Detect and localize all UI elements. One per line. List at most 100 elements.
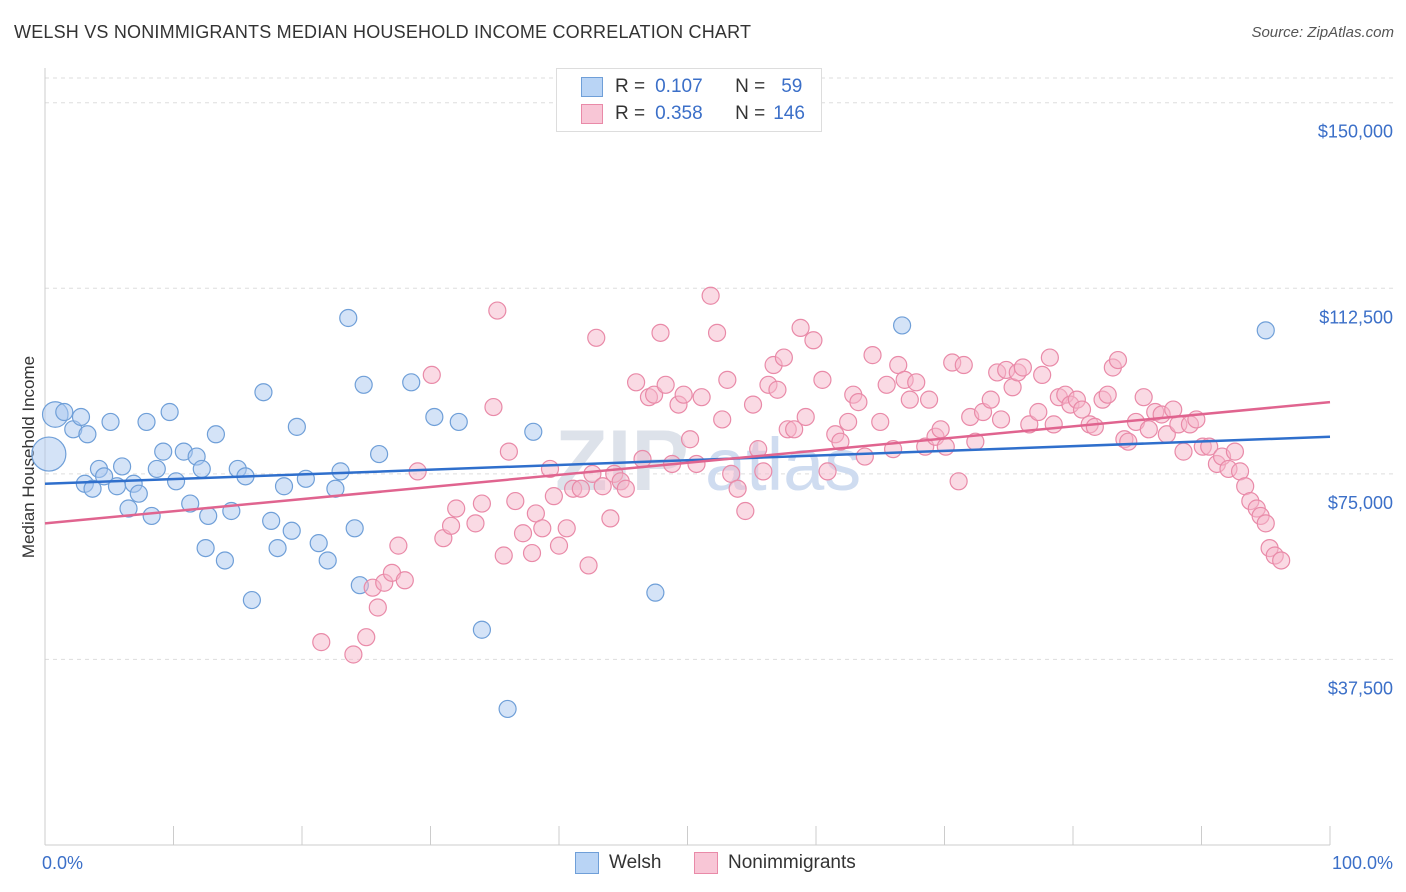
point-welsh [101,412,120,432]
data-points [31,286,1291,719]
point-nonimmigrants [728,479,747,498]
point-nonimmigrants [484,397,503,417]
point-nonimmigrants [549,536,569,555]
point-welsh [206,425,226,444]
point-welsh [274,477,294,496]
point-welsh [215,551,234,570]
point-welsh [147,459,166,479]
point-nonimmigrants [701,286,720,305]
welsh-swatch [581,77,603,97]
point-nonimmigrants [422,365,441,385]
n-label: N = [735,103,766,124]
point-welsh [354,375,373,394]
point-nonimmigrants [357,628,376,647]
point-nonimmigrants [687,454,706,474]
chart-title: WELSH VS NONIMMIGRANTS MEDIAN HOUSEHOLD … [14,22,752,42]
point-nonimmigrants [544,487,563,506]
point-nonimmigrants [774,348,793,367]
point-nonimmigrants [312,633,331,652]
point-nonimmigrants [1139,420,1158,439]
point-nonimmigrants [839,412,858,432]
stats-legend: R = 0.107 N = 59 R = 0.358 N = 146 [556,68,822,132]
point-welsh [425,407,444,427]
legend-label-welsh: Welsh [609,852,662,873]
nonimmigrants-swatch [694,852,718,874]
point-welsh [142,506,161,526]
point-nonimmigrants [743,395,763,414]
point-nonimmigrants [472,494,491,513]
point-nonimmigrants [513,524,533,543]
point-nonimmigrants [855,447,874,466]
point-nonimmigrants [919,390,939,409]
point-nonimmigrants [651,323,670,342]
point-welsh [129,484,148,503]
point-welsh [498,699,517,719]
point-nonimmigrants [368,598,387,617]
point-nonimmigrants [707,323,727,342]
point-welsh [318,551,337,570]
point-nonimmigrants [1013,358,1032,377]
point-welsh [331,462,350,481]
x-tick-label-max: 100.0% [1332,853,1393,873]
point-nonimmigrants [981,390,1000,409]
point-nonimmigrants [791,318,810,337]
point-nonimmigrants [674,385,693,404]
point-nonimmigrants [1033,365,1052,385]
y-tick-label: $112,500 [1319,307,1393,327]
point-welsh [71,407,91,427]
point-nonimmigrants [713,410,732,429]
point-nonimmigrants [344,645,363,664]
point-nonimmigrants [931,420,950,439]
point-nonimmigrants [522,543,542,563]
point-nonimmigrants [849,393,868,412]
point-welsh [282,521,301,540]
point-welsh [119,499,138,518]
point-nonimmigrants [692,388,711,407]
point-nonimmigrants [991,410,1011,429]
point-nonimmigrants [494,546,513,565]
legend-item-nonimmigrants: Nonimmigrants [694,852,856,874]
point-nonimmigrants [395,571,414,590]
point-welsh [472,620,491,639]
point-welsh [196,538,215,558]
trend-line-welsh [44,435,1331,486]
welsh-swatch [575,852,599,874]
point-nonimmigrants [1072,400,1092,419]
point-nonimmigrants [736,501,755,521]
point-nonimmigrants [583,464,602,483]
point-nonimmigrants [441,516,461,535]
point-welsh [309,534,328,553]
point-nonimmigrants [813,370,832,389]
point-nonimmigrants [754,462,773,481]
point-nonimmigrants [601,509,620,528]
point-welsh [199,506,218,526]
point-welsh [326,479,345,498]
legend-row-welsh: R = 0.107 N = 59 [581,75,802,99]
point-nonimmigrants [506,491,525,511]
point-welsh [262,511,281,530]
y-tick-label: $150,000 [1318,122,1393,142]
point-nonimmigrants [1225,442,1245,461]
point-nonimmigrants [571,479,590,498]
r-label: R = [615,103,646,124]
point-welsh [892,316,912,335]
point-welsh [137,412,156,432]
point-nonimmigrants [1134,388,1153,407]
point-nonimmigrants [831,432,850,451]
point-nonimmigrants [954,355,973,375]
tick-labels: $37,500 $75,000 $112,500 $150,000 0.0% 100.0% [42,122,1393,873]
point-welsh [166,472,186,491]
point-nonimmigrants [1256,514,1275,533]
point-nonimmigrants [1174,442,1193,461]
r-value: 0.107 [655,76,703,97]
point-nonimmigrants [785,420,804,439]
point-nonimmigrants [579,556,598,575]
point-nonimmigrants [1119,432,1138,451]
legend-item-welsh: Welsh [575,852,661,874]
point-welsh [192,459,211,479]
point-nonimmigrants [804,331,823,350]
y-tick-label: $37,500 [1328,678,1393,698]
point-nonimmigrants [466,514,485,533]
grid-lines [45,77,1395,660]
